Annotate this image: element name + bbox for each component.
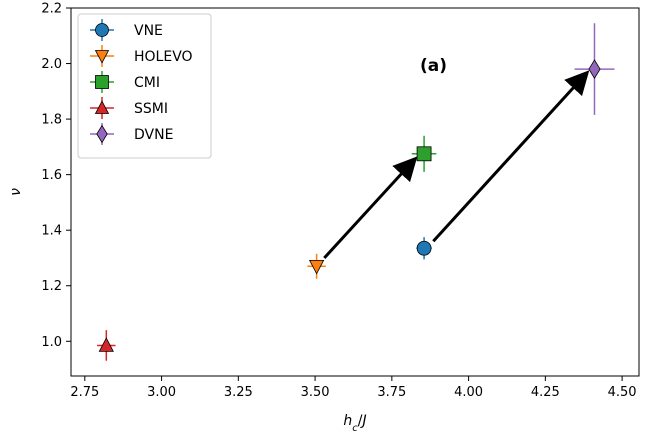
y-tick-label: 2.0: [41, 57, 62, 72]
legend-ssmi-marker: [94, 100, 110, 114]
legend-box: [77, 13, 212, 159]
y-tick-label: 1.4: [41, 224, 62, 239]
x-tick-label: 3.00: [147, 385, 176, 400]
plot-frame: [70, 7, 640, 377]
legend-ssmi-label: SSMI: [134, 101, 168, 117]
legend-vne-marker: [95, 23, 109, 37]
x-tick-label: 3.75: [377, 385, 406, 400]
x-tick-label: 4.00: [454, 385, 483, 400]
x-axis-label: hc/J: [343, 413, 366, 432]
arrow-2: [432, 70, 590, 243]
legend-cmi-label: CMI: [134, 75, 160, 91]
x-tick-label: 4.50: [608, 385, 637, 400]
cmi-point: [416, 146, 432, 162]
x-tick-label: 2.75: [70, 385, 99, 400]
legend-dvne-label: DVNE: [134, 127, 173, 143]
arrow-1: [323, 156, 418, 259]
legend-cmi-marker: [95, 75, 109, 89]
y-axis-label: ν: [8, 188, 24, 196]
vne-point: [416, 240, 432, 256]
legend-dvne-marker: [96, 124, 108, 144]
y-tick-label: 1.2: [41, 279, 62, 294]
y-tick-label: 1.6: [41, 168, 62, 183]
dvne-point: [588, 59, 601, 79]
y-tick-label: 1.8: [41, 113, 62, 128]
y-tick-label: 2.2: [41, 2, 62, 17]
holevo-point: [308, 259, 325, 275]
legend-holevo-label: HOLEVO: [134, 49, 193, 65]
annotation-label: (a): [420, 56, 447, 76]
x-tick-label: 3.25: [224, 385, 253, 400]
legend-holevo-marker: [94, 50, 110, 64]
y-tick-label: 1.0: [41, 335, 62, 350]
x-tick-label: 4.25: [531, 385, 560, 400]
ssmi-point: [98, 337, 114, 352]
legend-vne-label: VNE: [134, 23, 163, 39]
x-tick-label: 3.50: [301, 385, 330, 400]
